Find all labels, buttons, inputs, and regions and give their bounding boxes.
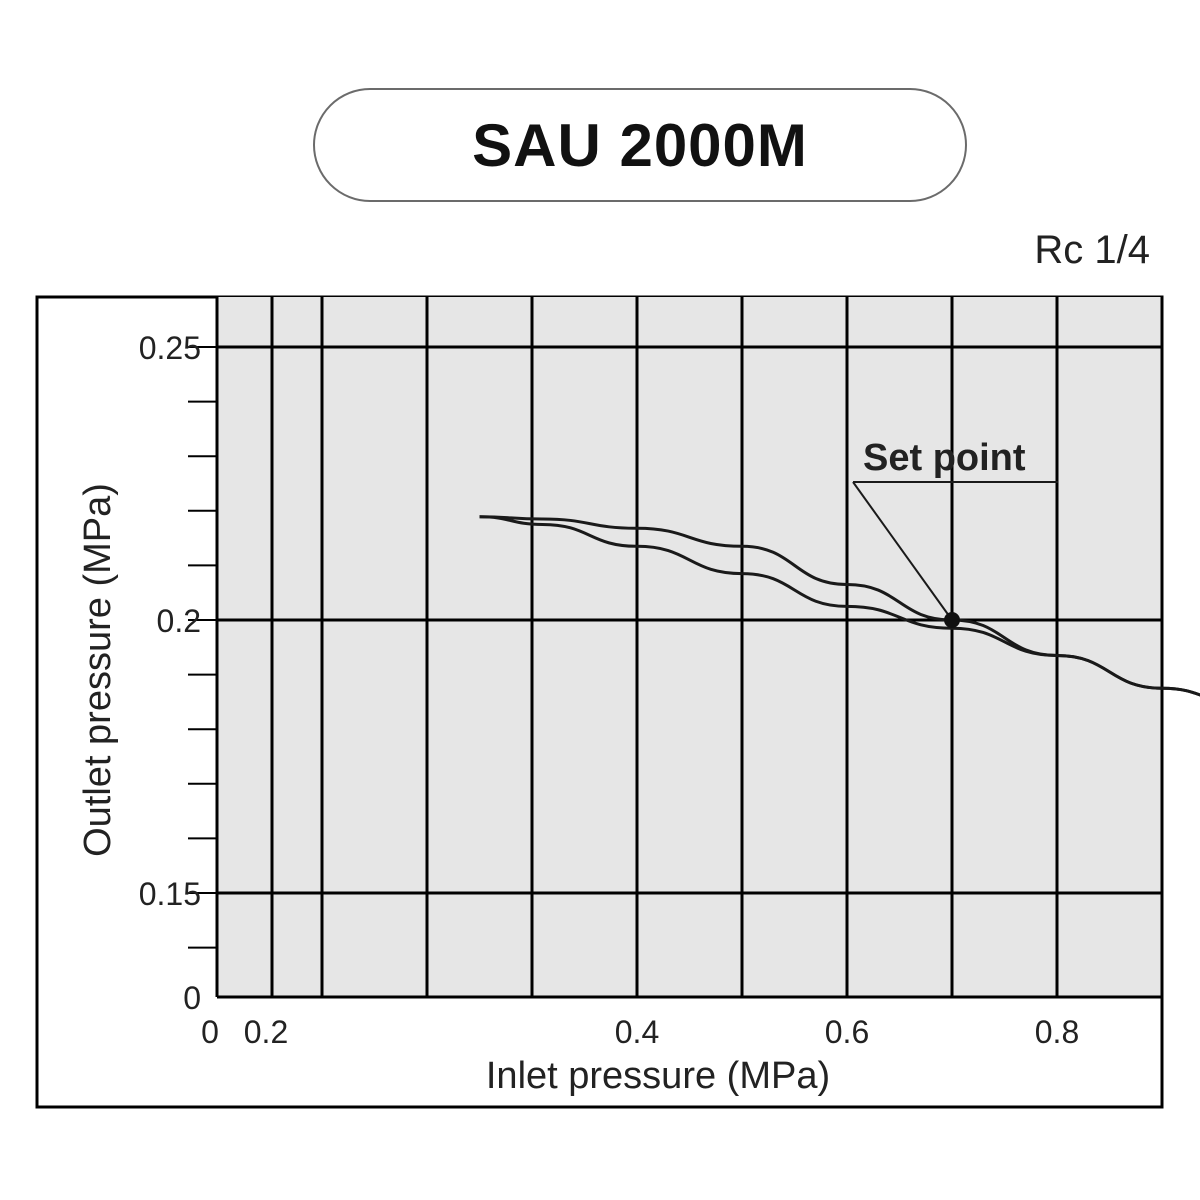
x-tick-label: 0.2 — [244, 1014, 288, 1050]
x-tick-label: 0.4 — [615, 1014, 659, 1050]
set-point-marker — [944, 612, 960, 628]
y-tick-label: 0 — [183, 980, 201, 1016]
chart-subtitle: Rc 1/4 — [1034, 228, 1150, 272]
annotation-label: Set point — [863, 437, 1026, 479]
y-tick-label: 0.15 — [139, 876, 201, 912]
x-axis-title: Inlet pressure (MPa) — [486, 1055, 830, 1097]
axis-labels: 00.20.40.60.81.000.150.20.25 — [139, 330, 1080, 1050]
y-minor-ticks — [188, 346, 217, 949]
x-tick-label: 0.6 — [825, 1014, 869, 1050]
series-line-lower — [479, 515, 1200, 697]
series-group — [479, 515, 1200, 697]
plot-area — [217, 297, 1162, 997]
annotation-leader-line — [852, 481, 953, 621]
y-axis-title: Outlet pressure (MPa) — [77, 483, 119, 857]
y-tick-label: 0.25 — [139, 330, 201, 366]
x-tick-label: 0.8 — [1035, 1014, 1079, 1050]
chart-title: SAU 2000M — [472, 111, 808, 179]
x-tick-label: 0 — [201, 1014, 219, 1050]
title-badge: SAU 2000M — [313, 88, 967, 202]
y-tick-label: 0.2 — [157, 603, 201, 639]
grid — [215, 297, 1164, 999]
annotation-group: Set point — [852, 437, 1058, 628]
